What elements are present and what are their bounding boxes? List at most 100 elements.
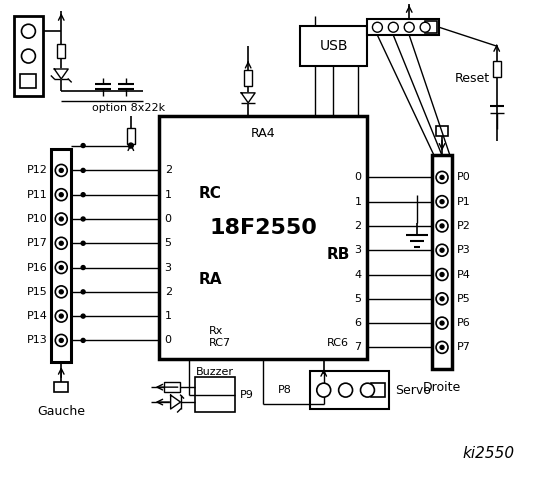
Text: RC6: RC6 [327,338,348,348]
Circle shape [440,248,444,252]
Text: P7: P7 [457,342,471,352]
Circle shape [59,265,63,270]
Circle shape [440,297,444,301]
Bar [127,128,135,144]
Circle shape [436,196,448,208]
Circle shape [440,346,444,349]
Text: 3: 3 [165,263,171,273]
Text: 1: 1 [165,190,171,200]
Text: 6: 6 [354,318,362,328]
Text: 1: 1 [354,197,362,207]
Bar [54,382,68,392]
Circle shape [436,293,448,305]
Text: 2: 2 [165,287,172,297]
Bar [300,26,368,66]
Text: 7: 7 [354,342,362,352]
Circle shape [81,241,85,245]
Text: Reset: Reset [455,72,489,85]
Text: Droite: Droite [423,381,461,394]
Text: P15: P15 [27,287,48,297]
Circle shape [55,335,67,347]
Bar [58,44,65,58]
Circle shape [55,165,67,176]
Bar [368,19,439,35]
Circle shape [436,171,448,183]
Circle shape [81,338,85,342]
Circle shape [59,338,63,342]
Text: P16: P16 [27,263,48,273]
Circle shape [81,144,85,147]
Circle shape [55,286,67,298]
Text: RC: RC [199,186,221,201]
Bar [493,61,500,77]
Text: P8: P8 [278,384,292,395]
Circle shape [81,265,85,270]
Circle shape [440,224,444,228]
Circle shape [81,314,85,318]
Text: 1: 1 [165,311,171,321]
Text: P17: P17 [27,238,48,248]
Text: 5: 5 [165,238,171,248]
Circle shape [440,321,444,325]
Circle shape [436,244,448,256]
Bar [432,156,452,369]
Circle shape [22,24,35,38]
Circle shape [361,383,374,397]
Circle shape [55,237,67,249]
Bar [310,371,389,409]
Circle shape [81,290,85,294]
Text: 2: 2 [165,166,172,175]
Text: P12: P12 [27,166,48,175]
Circle shape [59,241,63,245]
Bar [13,16,43,96]
Text: P11: P11 [27,190,48,200]
Text: Buzzer: Buzzer [196,367,234,377]
Circle shape [81,217,85,221]
Text: 0: 0 [165,214,171,224]
Circle shape [420,22,430,32]
Circle shape [81,168,85,172]
Bar [195,377,235,412]
Text: P0: P0 [457,172,471,182]
Circle shape [59,192,63,197]
Text: 4: 4 [354,269,362,279]
Bar [20,74,36,88]
Bar [51,148,71,362]
Text: P13: P13 [27,336,48,346]
Text: 0: 0 [165,336,171,346]
Circle shape [317,383,331,397]
Circle shape [81,192,85,197]
Polygon shape [241,93,255,103]
Text: RA4: RA4 [251,127,275,140]
Circle shape [55,262,67,274]
Bar [244,70,252,86]
Text: USB: USB [320,39,348,53]
Circle shape [59,314,63,318]
Text: Servo: Servo [395,384,431,396]
Circle shape [440,273,444,276]
Text: P4: P4 [457,269,471,279]
Circle shape [388,22,398,32]
Text: RC7: RC7 [208,338,231,348]
Circle shape [436,268,448,280]
Circle shape [59,217,63,221]
Text: P6: P6 [457,318,471,328]
Circle shape [55,213,67,225]
Circle shape [59,168,63,172]
Circle shape [436,341,448,353]
Text: 18F2550: 18F2550 [209,217,317,238]
Text: 0: 0 [354,172,362,182]
Circle shape [22,49,35,63]
Text: P3: P3 [457,245,471,255]
Text: 2: 2 [354,221,362,231]
Circle shape [128,143,133,148]
Bar [164,382,180,392]
Circle shape [404,22,414,32]
Text: RB: RB [326,247,349,263]
Bar [372,383,385,397]
Circle shape [55,189,67,201]
Text: P5: P5 [457,294,471,304]
Circle shape [440,175,444,180]
Polygon shape [54,69,68,79]
Circle shape [55,310,67,322]
